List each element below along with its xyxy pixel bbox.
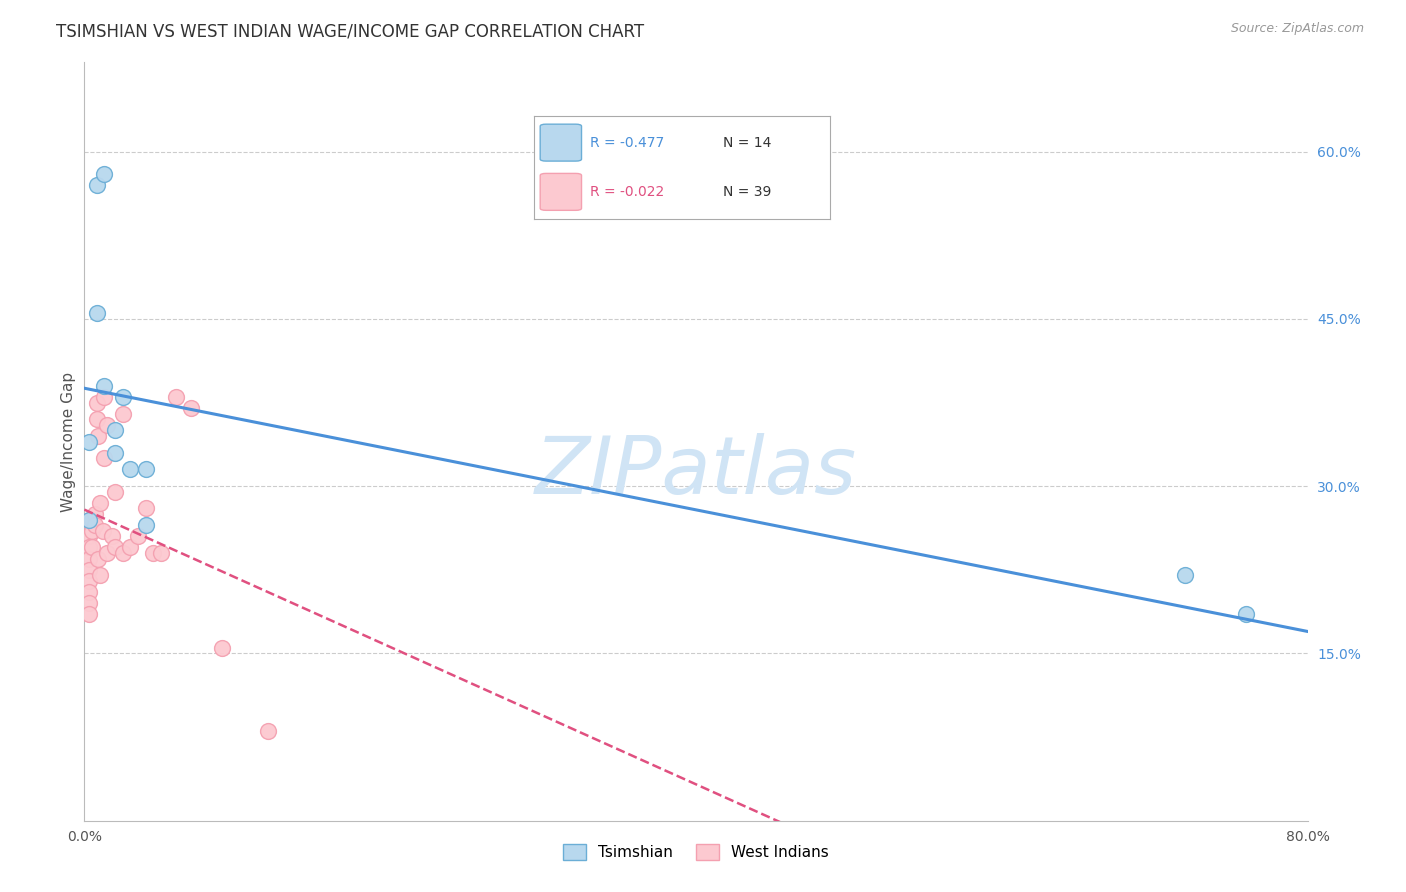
Point xyxy=(104,424,127,438)
Point xyxy=(77,585,100,599)
Point xyxy=(86,412,108,426)
Text: N = 14: N = 14 xyxy=(723,136,772,150)
Point xyxy=(84,507,107,521)
Point xyxy=(77,551,100,566)
Point xyxy=(77,541,100,555)
Text: TSIMSHIAN VS WEST INDIAN WAGE/INCOME GAP CORRELATION CHART: TSIMSHIAN VS WEST INDIAN WAGE/INCOME GAP… xyxy=(56,22,644,40)
Text: Source: ZipAtlas.com: Source: ZipAtlas.com xyxy=(1230,22,1364,36)
Point xyxy=(120,541,142,555)
Point xyxy=(104,541,127,555)
Point xyxy=(77,596,100,610)
Point xyxy=(1174,568,1197,582)
Point xyxy=(93,167,115,181)
Point xyxy=(80,541,103,555)
Legend: Tsimshian, West Indians: Tsimshian, West Indians xyxy=(557,838,835,866)
Point xyxy=(104,484,127,499)
Point xyxy=(111,546,134,560)
Point xyxy=(77,574,100,588)
Y-axis label: Wage/Income Gap: Wage/Income Gap xyxy=(60,371,76,512)
Point xyxy=(111,407,134,421)
Point xyxy=(77,512,100,526)
Point xyxy=(96,417,118,432)
Point xyxy=(84,518,107,533)
Text: R = -0.022: R = -0.022 xyxy=(591,185,665,199)
Point xyxy=(149,546,172,560)
Point xyxy=(120,462,142,476)
FancyBboxPatch shape xyxy=(540,124,582,161)
Point xyxy=(87,551,110,566)
Point xyxy=(211,640,233,655)
Point xyxy=(80,512,103,526)
Point xyxy=(77,563,100,577)
Point xyxy=(86,306,108,320)
Point xyxy=(80,524,103,538)
Point xyxy=(142,546,165,560)
Text: R = -0.477: R = -0.477 xyxy=(591,136,665,150)
Point xyxy=(77,607,100,622)
Point xyxy=(135,462,157,476)
Point xyxy=(180,401,202,416)
Point xyxy=(135,501,157,516)
Point xyxy=(165,390,187,404)
Point xyxy=(93,378,115,392)
Point xyxy=(101,529,124,543)
Point xyxy=(77,512,100,526)
Point xyxy=(1236,607,1258,622)
Text: ZIPatlas: ZIPatlas xyxy=(534,433,858,511)
Point xyxy=(111,390,134,404)
Point xyxy=(86,178,108,193)
Point xyxy=(91,524,114,538)
Point xyxy=(96,546,118,560)
Point xyxy=(93,451,115,466)
Point xyxy=(77,529,100,543)
Point xyxy=(127,529,149,543)
Text: N = 39: N = 39 xyxy=(723,185,772,199)
Point xyxy=(86,395,108,409)
Point xyxy=(89,496,111,510)
Point xyxy=(257,724,280,739)
Point xyxy=(135,518,157,533)
Point xyxy=(77,434,100,449)
Point xyxy=(93,390,115,404)
Point xyxy=(87,429,110,443)
Point xyxy=(104,446,127,460)
Point xyxy=(89,568,111,582)
FancyBboxPatch shape xyxy=(540,173,582,211)
